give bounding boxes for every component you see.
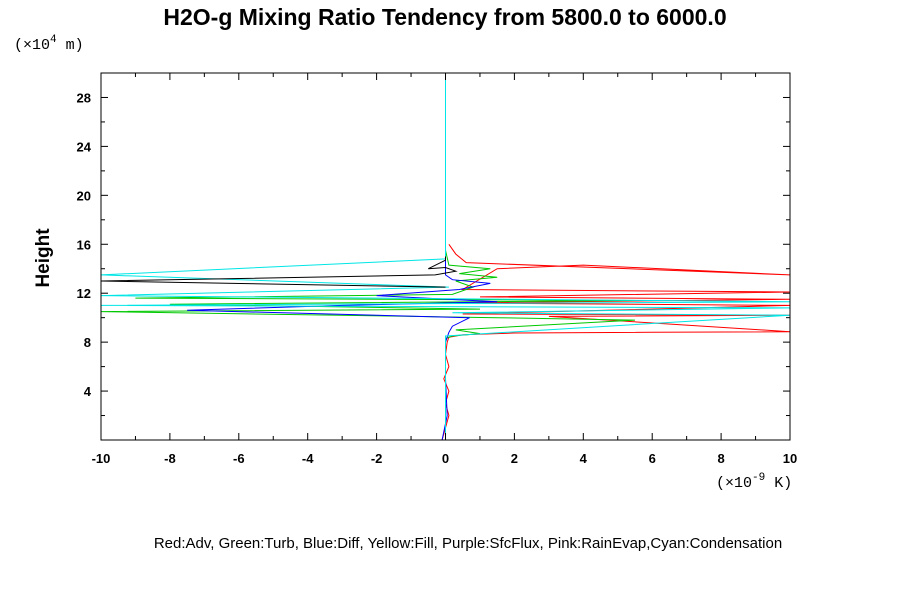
y-tick-label: 8 (84, 335, 91, 350)
x-unit-label: (×10-9 K) (716, 472, 792, 492)
x-tick-label: 6 (649, 451, 656, 466)
y-unit-label: (×104 m) (14, 34, 84, 54)
series-line-total (100, 256, 458, 288)
x-tick-label: -4 (302, 451, 314, 466)
x-tick-label: 8 (717, 451, 724, 466)
x-tick-label: 0 (442, 451, 449, 466)
x-tick-label: -8 (164, 451, 176, 466)
x-tick-label: 10 (783, 451, 797, 466)
x-tick-label: -6 (233, 451, 245, 466)
plot-area (100, 73, 791, 441)
x-tick-label: -2 (371, 451, 383, 466)
series-line-adv (441, 244, 791, 441)
y-axis-label: Height (33, 228, 54, 288)
series-line-diff (187, 244, 498, 441)
x-tick-label: 2 (511, 451, 518, 466)
chart-title: H2O-g Mixing Ratio Tendency from 5800.0 … (163, 4, 726, 30)
legend-text: Red:Adv, Green:Turb, Blue:Diff, Yellow:F… (154, 535, 782, 552)
x-tick-label: 4 (580, 451, 588, 466)
y-tick-label: 28 (77, 90, 91, 105)
y-tick-label: 12 (77, 286, 91, 301)
y-tick-label: 4 (84, 384, 92, 399)
series-line-turb (100, 250, 636, 440)
y-tick-label: 16 (77, 237, 91, 252)
x-tick-label: -10 (92, 451, 111, 466)
y-tick-label: 20 (77, 188, 91, 203)
y-tick-label: 24 (77, 139, 92, 154)
